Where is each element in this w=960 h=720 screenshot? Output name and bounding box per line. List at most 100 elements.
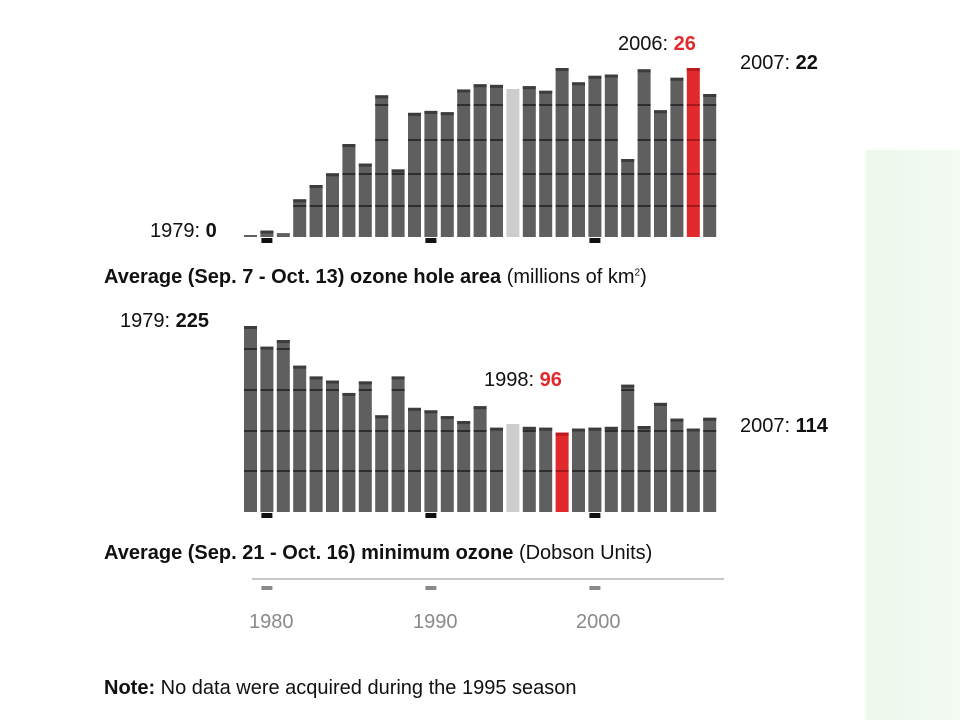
- ozone-bar-cap-1983: [309, 376, 323, 380]
- area-bar-cap-1984: [326, 173, 339, 177]
- ozone-bar-1990-grid-2: [424, 430, 438, 432]
- ozone-end-value: 114: [795, 415, 828, 437]
- area-bar-1994-grid-2: [490, 173, 503, 175]
- area-bar-cap-1990: [424, 110, 438, 114]
- ozone-bar-1979-grid-3: [244, 470, 257, 472]
- area-chart-unit-prefix: (millions of km: [506, 266, 635, 288]
- area-bar-cap-1987: [375, 95, 389, 99]
- ozone-end-year: 2007:: [740, 415, 791, 437]
- ozone-bar-1984-grid-3: [326, 470, 339, 472]
- ozone-bar-2002-grid-2: [621, 430, 635, 432]
- area-bar-1984-grid-3: [326, 205, 339, 207]
- ozone-low-value: 96: [539, 369, 562, 391]
- area-chart-title-main: Average (Sep. 7 - Oct. 13) ozone hole ar…: [104, 266, 502, 288]
- ozone-bar-2006-grid-3: [686, 470, 700, 472]
- ozone-bar-1991-grid-2: [440, 430, 454, 432]
- area-bar-1992-grid-1: [457, 139, 471, 141]
- area-bar-1989-grid-2: [408, 173, 421, 175]
- ozone-bar-cap-1980: [260, 346, 274, 350]
- ozone-bar-1991-grid-3: [440, 470, 454, 472]
- ozone-bar-2002-grid-1: [621, 389, 635, 391]
- area-bar-cap-2001: [604, 74, 618, 78]
- area-bar-1982: [293, 199, 307, 237]
- ozone-bar-2002-grid-3: [621, 470, 635, 472]
- area-bar-1992-grid-0: [457, 104, 471, 106]
- area-bar-2007-grid-1: [703, 139, 717, 141]
- area-peak-value: 26: [673, 33, 696, 55]
- ozone-bar-1990: [424, 410, 438, 512]
- ozone-bar-2007-grid-3: [703, 470, 717, 472]
- ozone-bar-cap-2000: [588, 427, 602, 431]
- area-bar-cap-1991: [440, 112, 454, 116]
- area-bar-2004-grid-3: [654, 205, 667, 207]
- area-bar-1997-grid-0: [539, 104, 553, 106]
- ozone-bar-cap-1986: [358, 381, 372, 385]
- ozone-bar-1989: [408, 407, 421, 512]
- area-bar-1985-grid-2: [342, 173, 356, 175]
- area-bar-1990-grid-3: [424, 205, 438, 207]
- area-decade-marker-1980: [261, 238, 273, 243]
- area-bar-2005-grid-0: [670, 104, 684, 106]
- ozone-bar-cap-2001: [604, 426, 618, 430]
- ozone-bar-cap-2003: [637, 426, 651, 430]
- area-bar-2007-grid-2: [703, 173, 717, 175]
- ozone-bar-1988: [391, 376, 405, 512]
- x-tick-label-1990: 1990: [413, 611, 458, 633]
- ozone-bar-cap-1989: [408, 407, 421, 411]
- area-bar-1989-grid-3: [408, 205, 421, 207]
- area-bar-2007-grid-3: [703, 205, 717, 207]
- area-bar-cap-1985: [342, 144, 356, 148]
- area-bar-2001-grid-0: [604, 104, 618, 106]
- area-bar-2002-grid-2: [621, 173, 635, 175]
- ozone-bar-1998-grid-3: [555, 470, 569, 472]
- area-bar-cap-2000: [588, 75, 602, 79]
- ozone-bar-1993-grid-3: [473, 470, 487, 472]
- area-bar-2000-grid-3: [588, 205, 602, 207]
- ozone-bar-cap-1992: [457, 421, 471, 425]
- area-decade-marker-1990: [425, 238, 437, 243]
- ozone-bar-cap-2004: [654, 402, 667, 406]
- x-tick-1980: [261, 586, 273, 590]
- ozone-bar-1980-grid-1: [260, 389, 274, 391]
- area-bar-1999-grid-2: [572, 173, 585, 175]
- area-bar-2000: [588, 75, 602, 237]
- ozone-end-annotation: 2007: 114: [740, 416, 828, 436]
- area-bar-1992-grid-2: [457, 173, 471, 175]
- ozone-bar-1982: [293, 365, 307, 512]
- ozone-bar-cap-2005: [670, 418, 684, 422]
- area-bar-2001-grid-2: [604, 173, 618, 175]
- ozone-low-annotation: 1998: 96: [484, 370, 562, 390]
- area-bar-2005: [670, 77, 684, 237]
- area-bar-1986-grid-3: [358, 205, 372, 207]
- ozone-bar-1993: [473, 406, 487, 512]
- ozone-bar-1995: [506, 424, 520, 512]
- ozone-bar-cap-1998: [555, 432, 569, 436]
- ozone-bar-1994-grid-3: [490, 470, 503, 472]
- ozone-bar-2000-grid-3: [588, 470, 602, 472]
- area-bar-cap-2005: [670, 77, 684, 81]
- area-chart-unit-sup: 2: [634, 267, 641, 279]
- x-tick-1990: [425, 586, 437, 590]
- ozone-bar-1998: [555, 432, 569, 512]
- area-bar-1982-grid-3: [293, 205, 307, 207]
- ozone-decade-marker-1990: [425, 513, 437, 518]
- area-bar-cap-1997: [539, 90, 553, 94]
- area-bar-cap-2007: [703, 94, 717, 97]
- ozone-bar-1985: [342, 392, 356, 512]
- ozone-bar-1986-grid-2: [358, 430, 372, 432]
- ozone-bar-1979: [244, 326, 257, 512]
- ozone-bar-cap-1979: [244, 326, 257, 329]
- ozone-bar-1985-grid-2: [342, 430, 356, 432]
- area-bar-1987-grid-0: [375, 104, 389, 106]
- area-bar-1991-grid-2: [440, 173, 454, 175]
- area-bar-1990-grid-2: [424, 173, 438, 175]
- ozone-bar-cap-1984: [326, 380, 339, 384]
- ozone-bar-2007-grid-2: [703, 430, 717, 432]
- area-bar-2007: [703, 94, 717, 237]
- ozone-bar-cap-2002: [621, 384, 635, 388]
- ozone-bar-1993-grid-2: [473, 430, 487, 432]
- area-bar-cap-1998: [555, 68, 569, 71]
- ozone-bar-2001-grid-3: [604, 470, 618, 472]
- ozone-bar-2005-grid-2: [670, 430, 684, 432]
